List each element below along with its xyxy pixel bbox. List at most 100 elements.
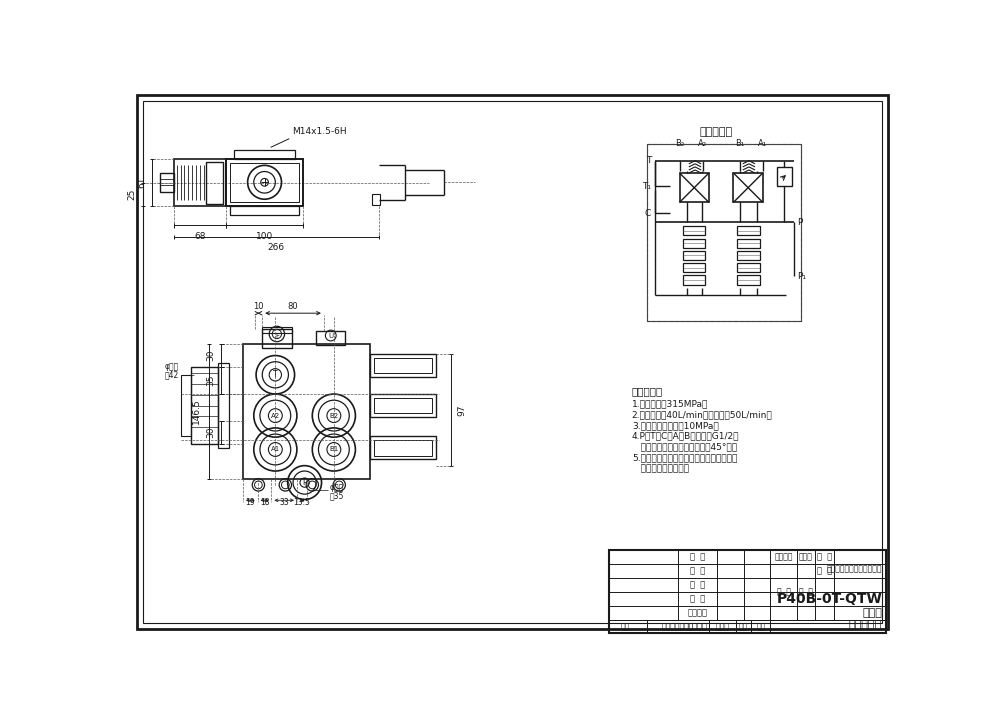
Text: A2: A2 bbox=[271, 412, 280, 419]
Text: 18: 18 bbox=[260, 498, 269, 507]
Text: T: T bbox=[273, 370, 278, 379]
Text: 描  图: 描 图 bbox=[690, 566, 705, 576]
Text: 1.额定压力：315MPa。: 1.额定压力：315MPa。 bbox=[632, 399, 708, 409]
Text: 设  计: 设 计 bbox=[690, 553, 705, 562]
Text: 61: 61 bbox=[137, 177, 146, 189]
Bar bbox=[230, 206, 299, 215]
Text: 2.额定流量：40L/min，最大流量50L/min。: 2.额定流量：40L/min，最大流量50L/min。 bbox=[632, 410, 773, 419]
Text: 签文人: 签文人 bbox=[716, 622, 730, 631]
Text: φ通孔: φ通孔 bbox=[165, 362, 179, 371]
Bar bbox=[181, 375, 191, 437]
Bar bbox=[680, 173, 709, 202]
Bar bbox=[234, 150, 295, 159]
Bar bbox=[316, 331, 345, 345]
Bar bbox=[374, 358, 432, 374]
Text: F: F bbox=[275, 333, 279, 338]
Bar bbox=[647, 144, 801, 321]
Text: 均为平面密封，耶纹孔口倒角45°角。: 均为平面密封，耶纹孔口倒角45°角。 bbox=[632, 442, 737, 452]
Bar bbox=[683, 226, 705, 235]
Bar bbox=[160, 173, 174, 192]
Bar bbox=[191, 367, 218, 444]
Text: P: P bbox=[302, 478, 307, 487]
Bar bbox=[737, 251, 760, 260]
Text: A1: A1 bbox=[271, 447, 280, 452]
Bar bbox=[647, 144, 801, 321]
Text: 变频后显为铝本色。: 变频后显为铝本色。 bbox=[632, 464, 689, 473]
Text: B2: B2 bbox=[329, 412, 338, 419]
Text: T₁: T₁ bbox=[642, 181, 651, 191]
Text: 批准示: 批准示 bbox=[799, 553, 813, 562]
Text: 技术参数：: 技术参数： bbox=[632, 386, 663, 396]
Text: 页码: 页码 bbox=[757, 622, 766, 631]
Text: 工艺审查: 工艺审查 bbox=[687, 608, 707, 617]
Text: 30: 30 bbox=[206, 350, 215, 361]
Text: 液压原理图: 液压原理图 bbox=[700, 126, 733, 136]
Text: B1: B1 bbox=[329, 447, 338, 452]
Text: P: P bbox=[797, 218, 803, 227]
Text: 30: 30 bbox=[206, 427, 215, 438]
Text: 13.5: 13.5 bbox=[294, 498, 311, 507]
Text: M14x1.5-6H: M14x1.5-6H bbox=[292, 127, 347, 136]
Bar bbox=[174, 159, 226, 206]
Text: 25: 25 bbox=[128, 189, 137, 200]
Text: A₂: A₂ bbox=[698, 139, 707, 148]
Bar bbox=[737, 263, 760, 272]
Text: 图纸编号: 图纸编号 bbox=[775, 553, 794, 562]
Text: 页  码: 页 码 bbox=[799, 587, 813, 597]
Bar bbox=[372, 194, 380, 204]
Text: 266: 266 bbox=[268, 243, 285, 252]
Text: 比  例: 比 例 bbox=[817, 553, 832, 562]
Text: 35: 35 bbox=[206, 375, 215, 386]
Bar bbox=[737, 239, 760, 248]
Text: 100: 100 bbox=[256, 232, 273, 241]
Bar bbox=[374, 440, 432, 455]
Bar bbox=[370, 354, 436, 377]
Bar bbox=[262, 328, 292, 348]
Bar bbox=[609, 551, 886, 632]
Text: P40B-0T-QTW: P40B-0T-QTW bbox=[776, 592, 882, 606]
Text: 5.阀体表面钟化处理，安全阀及耶纹善层，: 5.阀体表面钟化处理，安全阀及耶纹善层， bbox=[632, 453, 737, 462]
Bar bbox=[683, 239, 705, 248]
Text: φ通孔: φ通孔 bbox=[329, 483, 343, 493]
Bar bbox=[737, 226, 760, 235]
Text: 高42: 高42 bbox=[165, 370, 179, 379]
Text: A₁: A₁ bbox=[758, 139, 767, 148]
Text: P₁: P₁ bbox=[797, 272, 806, 281]
Text: 10: 10 bbox=[253, 302, 264, 310]
Bar bbox=[683, 263, 705, 272]
Text: 68: 68 bbox=[194, 232, 206, 241]
Text: U: U bbox=[328, 333, 333, 338]
Text: 高35: 高35 bbox=[329, 491, 344, 500]
Text: 页  数: 页 数 bbox=[777, 587, 791, 597]
Bar bbox=[370, 394, 436, 417]
Text: 19: 19 bbox=[246, 498, 255, 507]
Bar bbox=[226, 159, 303, 206]
Bar bbox=[262, 327, 292, 333]
Text: C: C bbox=[645, 209, 651, 217]
Text: 批  准: 批 准 bbox=[817, 566, 832, 576]
Bar bbox=[206, 161, 223, 204]
Text: 3.安全阀调定压力：10MPa。: 3.安全阀调定压力：10MPa。 bbox=[632, 421, 719, 430]
Text: 33: 33 bbox=[279, 498, 289, 507]
Bar bbox=[374, 398, 432, 413]
Text: T: T bbox=[646, 156, 651, 165]
Text: 审  核: 审 核 bbox=[690, 594, 705, 604]
Bar bbox=[230, 163, 299, 202]
Bar bbox=[737, 275, 760, 285]
Text: 97: 97 bbox=[457, 404, 466, 416]
Bar bbox=[733, 173, 763, 202]
Text: 日期: 日期 bbox=[739, 622, 748, 631]
Text: 80: 80 bbox=[288, 302, 298, 310]
Text: B₂: B₂ bbox=[675, 139, 684, 148]
Bar bbox=[218, 364, 229, 448]
Text: 多路阀: 多路阀 bbox=[862, 608, 882, 618]
Text: 审号: 审号 bbox=[621, 622, 630, 631]
Bar bbox=[243, 344, 370, 479]
Bar bbox=[777, 167, 792, 186]
Text: 常州星丰液压科技有限公司: 常州星丰液压科技有限公司 bbox=[827, 564, 882, 574]
Bar bbox=[370, 437, 436, 460]
Bar bbox=[683, 275, 705, 285]
Text: 146.5: 146.5 bbox=[192, 399, 201, 424]
Bar bbox=[226, 159, 303, 206]
Bar bbox=[683, 251, 705, 260]
